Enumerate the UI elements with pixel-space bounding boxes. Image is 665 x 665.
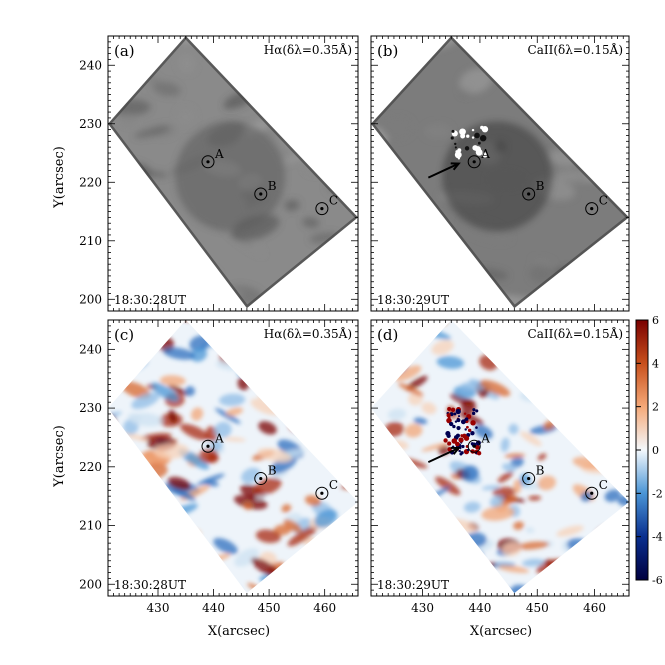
panel-tag: (c): [114, 326, 134, 344]
axis-ticks: [107, 35, 359, 312]
panel-d: 430 440 450 460 (d) CaII(δλ=0.15Å) 18:30:29UT A…: [370, 319, 630, 615]
marker-label: C: [329, 478, 338, 492]
marker-label: C: [599, 194, 608, 208]
y-tick-label: 240: [79, 58, 102, 72]
panel-line-label: Hα(δλ=0.35Å): [264, 42, 352, 57]
panel-frame: [107, 35, 359, 312]
marker-circle: [585, 202, 599, 216]
marker-dot: [206, 444, 210, 448]
marker-dot: [259, 192, 263, 196]
panel-line-label: CaII(δλ=0.15Å): [528, 42, 623, 57]
colorbar-tick-label: 6: [652, 314, 659, 327]
marker-dot: [259, 476, 263, 481]
y-tick-label: 220: [79, 460, 102, 474]
marker-circle: [467, 155, 481, 169]
brightening-kernel: [450, 125, 489, 160]
panel-c: 200 210 220 230 240 430 440 450 460 (c) Hα(δλ=0.35…: [79, 319, 359, 615]
axis-ticks: [370, 319, 630, 597]
marker-circle: [522, 187, 536, 201]
x-tick-label: 450: [258, 601, 281, 615]
marker-label: A: [480, 147, 490, 161]
marker-circle: [315, 202, 329, 216]
colorbar-tick-label: -2: [652, 487, 663, 500]
colorbar-tick-label: 2: [652, 401, 659, 414]
x-tick-label: 460: [583, 601, 606, 615]
marker-label: B: [268, 464, 277, 478]
x-axis-title-left: X(arcsec): [208, 624, 270, 639]
colorbar-tick-label: -4: [652, 531, 663, 544]
marker-dot: [206, 160, 210, 164]
marker-dot: [472, 444, 476, 448]
x-tick-label: 460: [313, 601, 336, 615]
marker-dot: [590, 491, 594, 495]
marker-circle: [254, 187, 268, 201]
arrow-icon: [427, 447, 460, 464]
marker-circle: [315, 486, 329, 500]
colorbar-tick-label: -6: [652, 574, 663, 587]
panel-a: 200 210 220 230 240 (a) Hα(δλ=0.35Å) 18:30:28UT…: [79, 35, 359, 312]
panel-timestamp: 18:30:29UT: [377, 293, 449, 307]
y-tick-label: 210: [79, 234, 102, 248]
y-tick-label: 210: [79, 519, 102, 533]
marker-circle: [254, 472, 268, 486]
colorbar-tick-label: 0: [652, 444, 659, 457]
panel-tag: (d): [377, 326, 398, 344]
panel-timestamp: 18:30:28UT: [114, 578, 186, 592]
axis-ticks: [107, 319, 359, 597]
fov-image: [108, 36, 358, 309]
marker-label: A: [214, 147, 224, 161]
y-axis-title-bottom: Y(arcsec): [52, 425, 67, 488]
colorbar-tick-label: 4: [652, 357, 659, 370]
y-axis-title-top: Y(arcsec): [52, 146, 67, 209]
y-tick-label: 200: [79, 292, 102, 306]
x-tick-label: 440: [468, 601, 491, 615]
panel-line-label: CaII(δλ=0.15Å): [528, 326, 623, 341]
marker-dot: [527, 192, 531, 196]
panel-frame: [370, 35, 630, 312]
marker-dot: [590, 207, 594, 211]
marker-dot: [320, 491, 324, 495]
panel-timestamp: 18:30:28UT: [114, 293, 186, 307]
marker-label: B: [536, 464, 545, 478]
marker-circle: [467, 439, 481, 453]
x-tick-label: 430: [147, 601, 170, 615]
marker-label: C: [599, 478, 608, 492]
panel-tag: (a): [114, 42, 135, 60]
marker-dot: [527, 476, 531, 481]
panel-tag: (b): [377, 42, 398, 60]
y-tick-label: 240: [79, 342, 102, 356]
x-tick-label: 440: [202, 601, 225, 615]
axis-ticks: [370, 35, 630, 312]
marker-label: A: [480, 431, 490, 445]
arrow-icon: [427, 162, 460, 179]
marker-label: A: [214, 431, 224, 445]
y-tick-label: 220: [79, 175, 102, 189]
marker-circle: [522, 472, 536, 486]
marker-label: B: [268, 179, 277, 193]
marker-label: C: [329, 194, 338, 208]
marker-label: B: [536, 179, 545, 193]
panel-line-label: Hα(δλ=0.35Å): [264, 326, 352, 341]
y-tick-label: 230: [79, 117, 102, 131]
arrow-head: [450, 446, 461, 455]
panel-frame: [107, 319, 359, 597]
x-axis-title-right: X(arcsec): [470, 624, 532, 639]
colorbar: 6 4 2 0 -2 -4 -6: [635, 314, 663, 587]
marker-circle: [201, 155, 215, 169]
marker-dot: [472, 160, 476, 164]
x-tick-label: 430: [411, 601, 434, 615]
panel-frame: [370, 319, 630, 597]
marker-circle: [201, 439, 215, 453]
x-tick-label: 450: [526, 601, 549, 615]
y-tick-label: 230: [79, 401, 102, 415]
marker-dot: [320, 207, 324, 211]
panel-timestamp: 18:30:29UT: [377, 578, 449, 592]
marker-circle: [585, 486, 599, 500]
arrow-head: [450, 162, 461, 171]
y-tick-label: 200: [79, 577, 102, 591]
